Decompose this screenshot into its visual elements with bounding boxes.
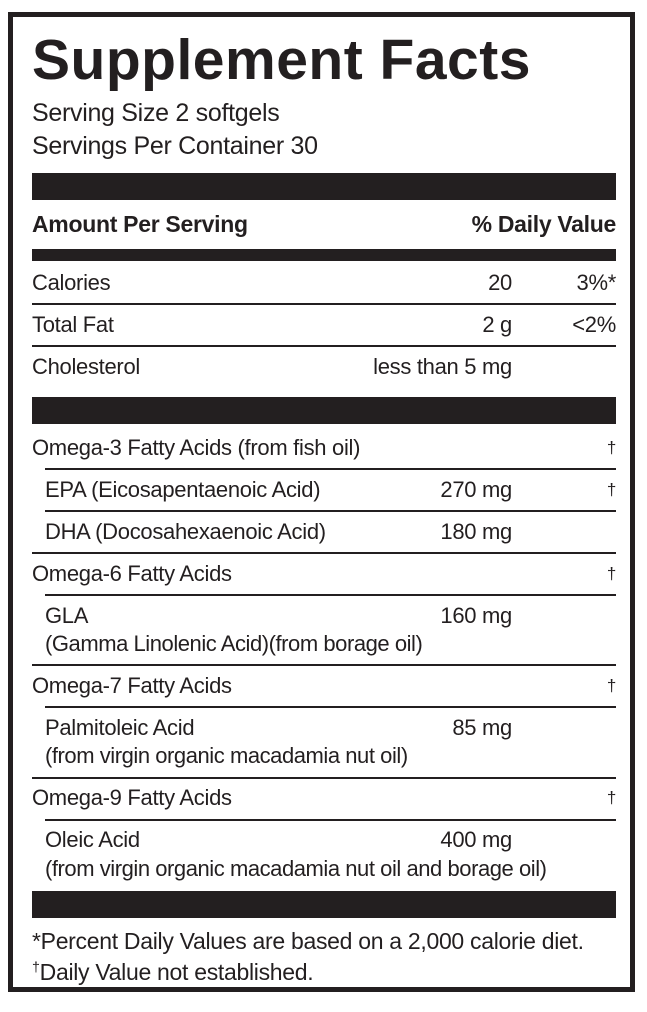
nutrient-subline: (from virgin organic macadamia nut oil a… <box>45 855 547 881</box>
daily-value-dagger: † <box>606 479 616 499</box>
separator <box>32 776 616 779</box>
nutrient-amount: 270 mg <box>440 477 512 503</box>
nutrient-amount: 400 mg <box>440 827 512 853</box>
column-header-row: Amount Per Serving % Daily Value <box>32 204 616 246</box>
nutrient-row-palmitoleic: Palmitoleic Acid 85 mg <box>32 708 616 748</box>
nutrient-amount: 2 g <box>482 312 512 338</box>
thick-divider-bar-top <box>32 173 616 201</box>
nutrient-name: Omega-9 Fatty Acids <box>32 785 232 811</box>
nutrient-name: Omega-7 Fatty Acids <box>32 673 232 699</box>
nutrient-name: Palmitoleic Acid <box>45 715 195 741</box>
nutrient-name: Omega-3 Fatty Acids (from fish oil) <box>32 435 361 461</box>
daily-value-dagger: † <box>606 675 616 695</box>
nutrient-amount: 20 <box>488 270 512 296</box>
nutrient-row-omega9: Omega-9 Fatty Acids † <box>32 779 616 819</box>
nutrient-row-gla: GLA 160 mg <box>32 596 616 636</box>
nutrient-amount: less than 5 mg <box>373 354 512 380</box>
nutrient-row-epa: EPA (Eicosapentaenoic Acid) 270 mg † <box>32 470 616 510</box>
percent-daily-value-footnote: *Percent Daily Values are based on a 2,0… <box>32 927 584 954</box>
serving-size-text: Serving Size 2 softgels <box>32 99 280 128</box>
nutrient-amount: 85 mg <box>452 715 512 741</box>
nutrient-name: Total Fat <box>32 312 114 338</box>
medium-divider-bar <box>32 249 616 262</box>
daily-value-dagger: † <box>606 788 616 808</box>
thick-divider-bar-middle <box>32 397 616 425</box>
nutrient-row-cholesterol: Cholesterol less than 5 mg <box>32 347 616 387</box>
separator <box>32 664 616 667</box>
nutrient-row-omega7: Omega-7 Fatty Acids † <box>32 666 616 706</box>
nutrient-row-oleic: Oleic Acid 400 mg <box>32 821 616 861</box>
separator-indented <box>45 706 616 709</box>
nutrient-name: Calories <box>32 270 111 296</box>
footnotes: *Percent Daily Values are based on a 2,0… <box>32 926 616 987</box>
separator <box>32 552 616 555</box>
nutrient-name: EPA (Eicosapentaenoic Acid) <box>45 477 321 503</box>
dagger-marker: † <box>32 959 40 976</box>
supplement-facts-panel: Supplement Facts Serving Size 2 softgels… <box>8 12 635 992</box>
nutrient-daily-value: <2% <box>572 312 616 338</box>
servings-per-container-text: Servings Per Container 30 <box>32 132 318 161</box>
daily-value-dagger: † <box>606 437 616 457</box>
nutrient-name: GLA <box>45 603 89 629</box>
nutrient-name: DHA (Docosahexaenoic Acid) <box>45 519 326 545</box>
separator-indented <box>45 510 616 513</box>
daily-value-dagger: † <box>606 563 616 583</box>
nutrient-name: Omega-6 Fatty Acids <box>32 561 232 587</box>
nutrient-name: Cholesterol <box>32 354 140 380</box>
dagger-footnote: †Daily Value not established. <box>32 957 616 987</box>
nutrient-subline: (from virgin organic macadamia nut oil) <box>45 743 408 769</box>
percent-daily-value-header: % Daily Value <box>471 211 617 238</box>
nutrient-row-calories: Calories 20 3%* <box>32 263 616 303</box>
thick-divider-bar-bottom <box>32 890 616 918</box>
separator-indented <box>45 594 616 597</box>
separator-indented <box>45 468 616 471</box>
nutrient-row-total-fat: Total Fat 2 g <2% <box>32 305 616 345</box>
panel-title: Supplement Facts <box>32 28 531 92</box>
nutrient-subline: (Gamma Linolenic Acid)(from borage oil) <box>45 631 423 657</box>
dagger-footnote-text: Daily Value not established. <box>39 959 314 986</box>
nutrient-row-omega6: Omega-6 Fatty Acids † <box>32 554 616 594</box>
separator-indented <box>45 818 616 821</box>
nutrient-row-omega3: Omega-3 Fatty Acids (from fish oil) † <box>32 428 616 468</box>
nutrient-row-dha: DHA (Docosahexaenoic Acid) 180 mg <box>32 512 616 552</box>
nutrient-amount: 180 mg <box>440 519 512 545</box>
separator <box>32 303 616 306</box>
nutrient-amount: 160 mg <box>440 603 512 629</box>
nutrient-name: Oleic Acid <box>45 827 140 853</box>
amount-per-serving-header: Amount Per Serving <box>32 211 248 238</box>
nutrient-daily-value: 3%* <box>576 270 617 296</box>
separator <box>32 345 616 348</box>
